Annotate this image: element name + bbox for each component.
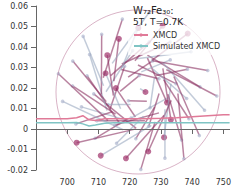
svg-text:0.05: 0.05 — [10, 22, 28, 31]
svg-text:0.06: 0.06 — [10, 2, 28, 11]
svg-text:Simulated XMCD: Simulated XMCD — [153, 42, 220, 51]
svg-text:0.04: 0.04 — [10, 43, 28, 52]
svg-text:0.02: 0.02 — [10, 84, 28, 93]
svg-text:-0.01: -0.01 — [7, 145, 28, 154]
svg-text:730: 730 — [153, 178, 168, 187]
svg-text:750: 750 — [216, 178, 231, 187]
svg-text:720: 720 — [122, 178, 137, 187]
svg-text:700: 700 — [60, 178, 75, 187]
svg-text:W₇₂Fe₃₀:: W₇₂Fe₃₀: — [133, 5, 174, 16]
svg-text:740: 740 — [184, 178, 199, 187]
svg-text:0.03: 0.03 — [10, 63, 28, 72]
svg-text:XMCD: XMCD — [153, 31, 177, 40]
svg-text:710: 710 — [91, 178, 106, 187]
svg-text:-0.02: -0.02 — [7, 166, 28, 175]
svg-text:5T, T=0.7K: 5T, T=0.7K — [133, 17, 184, 27]
svg-text:0: 0 — [23, 125, 28, 134]
svg-text:0.01: 0.01 — [10, 104, 28, 113]
